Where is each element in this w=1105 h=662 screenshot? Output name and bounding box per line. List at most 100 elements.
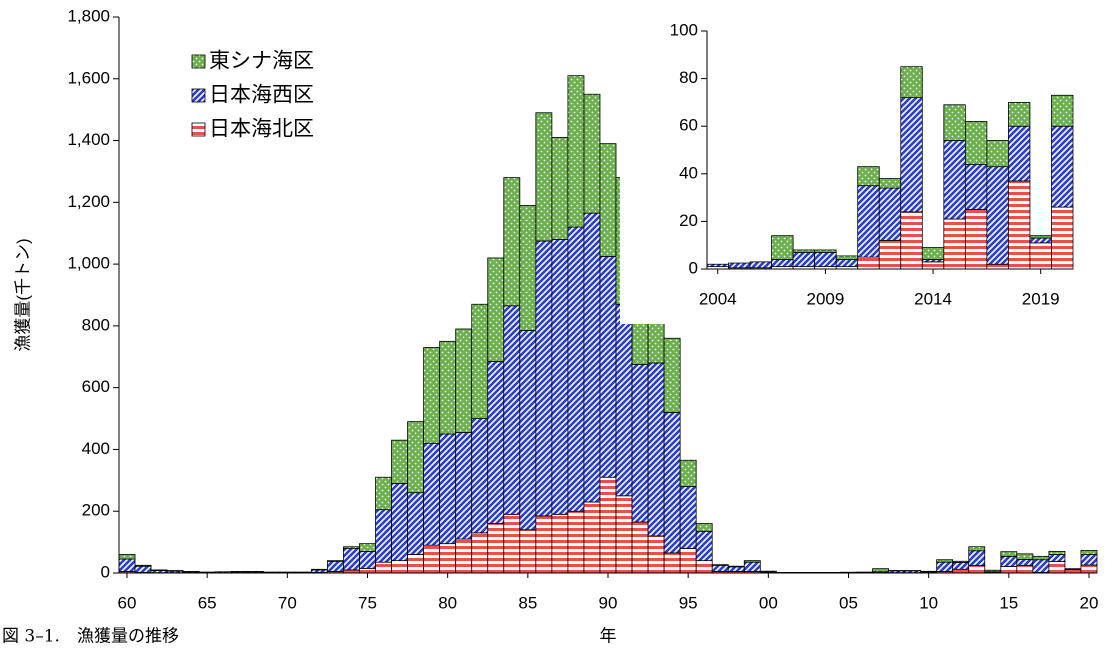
bar-segment — [456, 329, 472, 432]
bar-segment — [1001, 556, 1017, 566]
bar-segment — [1051, 95, 1073, 126]
bar-segment — [1081, 554, 1097, 565]
bar-segment — [584, 213, 600, 502]
bar-segment — [343, 547, 359, 549]
bar-segment — [1030, 238, 1052, 243]
y-tick-label: 1,400 — [67, 130, 110, 149]
y-tick-label: 100 — [670, 20, 698, 39]
bar-segment — [600, 256, 616, 477]
bar-segment — [664, 553, 680, 573]
bar-segment — [987, 140, 1009, 166]
bar-segment — [424, 443, 440, 545]
bar-segment — [1017, 565, 1033, 573]
bar-segment — [440, 434, 456, 544]
bar-segment — [1033, 556, 1049, 559]
y-tick-label: 1,600 — [67, 68, 110, 87]
bar-segment — [793, 252, 815, 266]
y-tick-label: 60 — [679, 116, 698, 135]
x-tick-label: 60 — [118, 593, 137, 612]
bar-segment — [568, 76, 584, 227]
bar-segment — [600, 477, 616, 573]
bar-segment — [327, 561, 343, 562]
bar-segment — [664, 412, 680, 553]
bar-segment — [712, 565, 728, 571]
bar-segment — [536, 113, 552, 241]
bar-segment — [424, 545, 440, 573]
bar-segment — [879, 188, 901, 240]
bar-segment — [520, 205, 536, 330]
y-axis-label: 漁獲量(千トン) — [13, 238, 32, 351]
bar-segment — [965, 210, 987, 270]
bar-segment — [392, 440, 408, 483]
bar-segment — [750, 262, 772, 268]
x-tick-label: 2009 — [806, 289, 844, 308]
bar-segment — [965, 164, 987, 209]
bar-segment — [520, 530, 536, 573]
bar-segment — [552, 239, 568, 514]
y-tick-label: 20 — [679, 211, 698, 230]
bar-segment — [944, 140, 966, 219]
bar-segment — [376, 562, 392, 573]
bar-segment — [728, 567, 744, 572]
legend-label: 日本海西区 — [209, 84, 314, 107]
bar-segment — [1017, 559, 1033, 565]
bar-segment — [408, 422, 424, 493]
bar-segment — [472, 419, 488, 533]
bar-segment — [944, 219, 966, 269]
bar-segment — [1001, 567, 1017, 573]
bar-segment — [616, 496, 632, 573]
bar-segment — [376, 477, 392, 509]
bar-segment — [879, 179, 901, 189]
bar-segment — [793, 250, 815, 252]
bar-segment — [858, 257, 880, 269]
legend-label: 東シナ海区 — [209, 50, 314, 73]
bar-segment — [1030, 236, 1052, 238]
bar-segment — [1081, 565, 1097, 573]
bar-segment — [680, 460, 696, 486]
bar-segment — [440, 544, 456, 573]
bar-segment — [944, 105, 966, 141]
legend-label: 日本海北区 — [209, 118, 314, 141]
bar-segment — [359, 544, 375, 552]
bar-segment — [707, 264, 729, 266]
bar-segment — [1008, 102, 1030, 126]
x-tick-label: 05 — [839, 593, 858, 612]
bar-segment — [568, 227, 584, 511]
bar-segment — [728, 566, 744, 567]
bar-segment — [969, 566, 985, 573]
bar-segment — [965, 121, 987, 164]
bar-segment — [680, 548, 696, 573]
bar-segment — [359, 568, 375, 573]
y-tick-label: 40 — [679, 163, 698, 182]
bar-segment — [632, 522, 648, 573]
x-tick-label: 15 — [999, 593, 1018, 612]
bar-segment — [879, 240, 901, 269]
bar-segment — [937, 560, 953, 562]
bar-segment — [1081, 550, 1097, 554]
bar-segment — [440, 341, 456, 434]
bar-segment — [520, 331, 536, 530]
bar-segment — [772, 259, 794, 266]
bar-segment — [712, 565, 728, 566]
bar-segment — [815, 252, 837, 266]
bar-segment — [119, 554, 135, 559]
bar-segment — [922, 262, 944, 269]
bar-segment — [1049, 562, 1065, 573]
caption: 図 3–1. 漁獲量の推移 — [2, 627, 179, 647]
bar-segment — [664, 338, 680, 412]
x-tick-label: 00 — [759, 593, 778, 612]
x-tick-label: 80 — [438, 593, 457, 612]
bar-segment — [584, 94, 600, 213]
bar-segment — [584, 502, 600, 573]
bar-segment — [922, 248, 944, 260]
bar-segment — [680, 487, 696, 549]
y-tick-label: 80 — [679, 68, 698, 87]
bar-segment — [424, 348, 440, 444]
bar-segment — [488, 361, 504, 523]
bar-segment — [760, 571, 776, 572]
bar-segment — [987, 167, 1009, 265]
x-axis-label: 年 — [600, 626, 617, 645]
bar-segment — [167, 571, 183, 572]
bar-segment — [504, 178, 520, 306]
